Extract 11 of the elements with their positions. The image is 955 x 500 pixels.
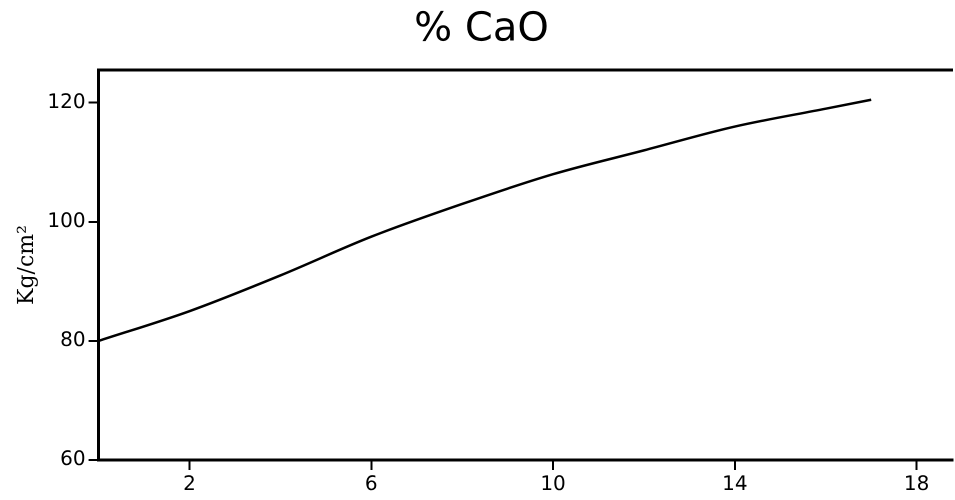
y-axis-title: Kg/cm² — [14, 225, 39, 305]
x-tick-label: 14 — [722, 471, 748, 496]
x-tick-label: 2 — [183, 471, 196, 496]
x-tick-label: 6 — [364, 471, 378, 496]
y-tick-label: 100 — [47, 208, 86, 232]
x-tick-label: 10 — [540, 471, 566, 496]
y-tick-label: 120 — [47, 88, 86, 113]
chart-title: % CaO — [414, 4, 549, 50]
y-tick-label: 60 — [60, 446, 86, 470]
x-tick-label: 18 — [904, 471, 930, 496]
y-tick-label: 80 — [60, 327, 86, 352]
